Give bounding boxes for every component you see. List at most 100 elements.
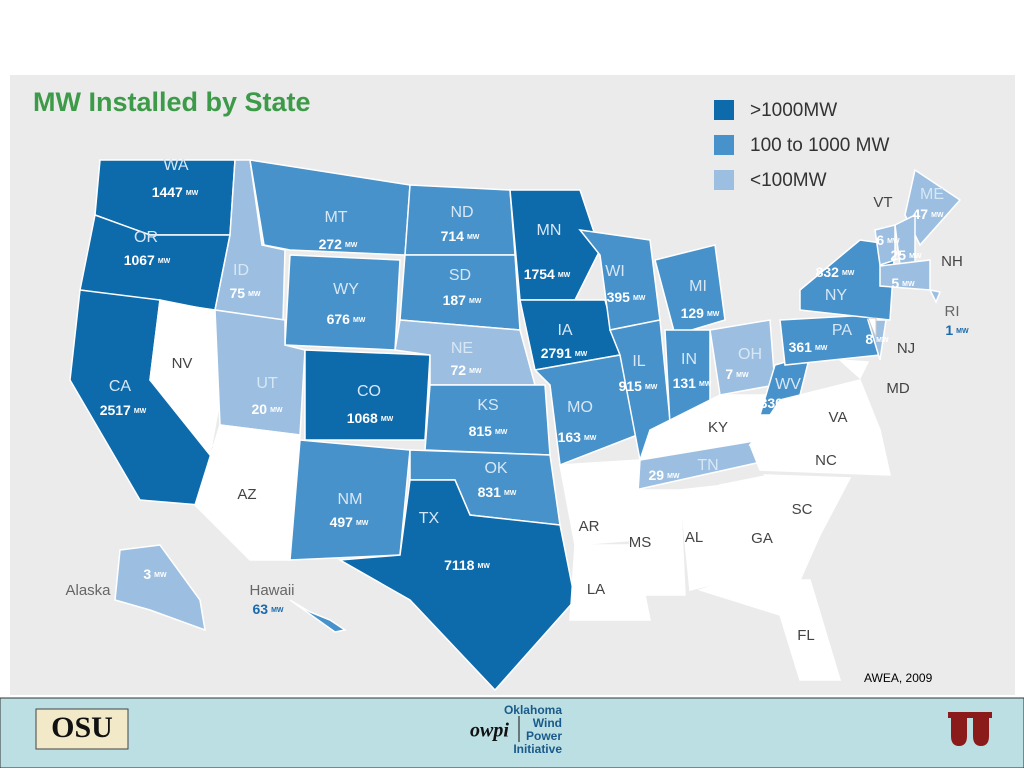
- state-name: IL: [632, 353, 645, 370]
- state-value: 6 MW: [876, 232, 900, 248]
- state-value: 7 MW: [725, 366, 749, 382]
- source: AWEA, 2009: [864, 671, 933, 685]
- value: 1068: [347, 410, 378, 426]
- unit: MW: [467, 234, 480, 241]
- state-name: CA: [109, 378, 132, 395]
- state-value: 72 MW: [450, 362, 481, 378]
- unit: MW: [699, 381, 712, 388]
- state-value: 395 MW: [607, 289, 646, 305]
- owpi-line: Initiative: [513, 742, 562, 756]
- state-shape: [874, 224, 896, 266]
- state-value: 25 MW: [890, 247, 921, 263]
- owpi-line: Power: [526, 729, 562, 743]
- legend-swatch: [714, 100, 734, 120]
- state-name: SC: [792, 501, 813, 518]
- value: 3: [143, 566, 151, 582]
- state-name: IN: [681, 351, 697, 368]
- state-value: 1 MW: [945, 322, 969, 338]
- unit: MW: [575, 351, 588, 358]
- state-name: Alaska: [65, 582, 111, 599]
- legend: >1000MW 100 to 1000 MW <100MW: [714, 100, 889, 191]
- state-name: OR: [134, 229, 158, 246]
- state-name: NM: [338, 491, 363, 508]
- state-name: AZ: [237, 486, 256, 503]
- state-name: ID: [233, 262, 249, 279]
- osu-logo-text: OSU: [51, 711, 113, 744]
- state-value: 129 MW: [681, 305, 720, 321]
- state-name: VT: [873, 194, 892, 211]
- unit: MW: [633, 295, 646, 302]
- state-name: NH: [941, 253, 963, 270]
- value: 272: [319, 236, 343, 252]
- state-name: WI: [605, 263, 625, 280]
- state-shape: [114, 544, 206, 632]
- state-name: MO: [567, 399, 593, 416]
- legend-swatch: [714, 170, 734, 190]
- unit: MW: [558, 272, 571, 279]
- value: 2517: [100, 402, 131, 418]
- state-value: 714 MW: [441, 228, 480, 244]
- state-name: GA: [751, 530, 773, 547]
- state-shape: [697, 579, 842, 681]
- value: 831: [478, 484, 502, 500]
- unit: MW: [134, 408, 147, 415]
- state-name: IA: [557, 322, 572, 339]
- value: 676: [327, 311, 351, 327]
- value: 75: [229, 285, 245, 301]
- state-value: 676 MW: [327, 311, 366, 327]
- state-shape: [194, 424, 301, 561]
- ou-logo: [948, 712, 992, 746]
- state-value: 832 MW: [816, 264, 855, 280]
- state-shape: [289, 599, 347, 633]
- state-value: 20 MW: [251, 401, 282, 417]
- state-name: SD: [449, 267, 471, 284]
- state-name: NV: [172, 355, 193, 372]
- unit: MW: [645, 384, 658, 391]
- state-shape: [748, 429, 891, 476]
- unit: MW: [271, 607, 284, 614]
- value: 129: [681, 305, 705, 321]
- state-value: 1447 MW: [152, 184, 199, 200]
- state-shape: [654, 244, 726, 336]
- unit: MW: [381, 416, 394, 423]
- unit: MW: [154, 572, 167, 579]
- value: 1: [945, 322, 953, 338]
- state-value: 5 MW: [891, 275, 915, 291]
- legend-label: <100MW: [750, 170, 827, 191]
- state-name: NY: [825, 287, 848, 304]
- state-name: LA: [587, 581, 605, 598]
- state-value: 63 MW: [252, 601, 283, 617]
- value: 6: [876, 232, 884, 248]
- unit: MW: [270, 407, 283, 414]
- state-name: VA: [829, 409, 848, 426]
- unit: MW: [158, 258, 171, 265]
- state-shape: [837, 359, 870, 380]
- unit: MW: [477, 563, 490, 570]
- value: 1754: [524, 266, 555, 282]
- state-value: 75 MW: [229, 285, 260, 301]
- state-name: FL: [797, 627, 815, 644]
- value: 395: [607, 289, 631, 305]
- state-value: 29 MW: [648, 467, 679, 483]
- state-value: 2517 MW: [100, 402, 147, 418]
- state-name: Hawaii: [249, 582, 294, 599]
- unit: MW: [345, 242, 358, 249]
- legend-label: 100 to 1000 MW: [750, 135, 889, 156]
- state-shape: [249, 159, 411, 256]
- value: 497: [330, 514, 354, 530]
- unit: MW: [736, 372, 749, 379]
- state-name: ME: [920, 186, 944, 203]
- state-value: 8 MW: [865, 331, 889, 347]
- owpi-line: Oklahoma: [504, 703, 562, 717]
- unit: MW: [353, 317, 366, 324]
- state-name: TN: [697, 457, 718, 474]
- state-value: 2791 MW: [541, 345, 588, 361]
- unit: MW: [842, 270, 855, 277]
- state-shape: [569, 544, 651, 621]
- value: 47: [912, 206, 928, 222]
- state-value: 131 MW: [673, 375, 712, 391]
- state-name: WY: [333, 281, 359, 298]
- state-name: NE: [451, 340, 473, 357]
